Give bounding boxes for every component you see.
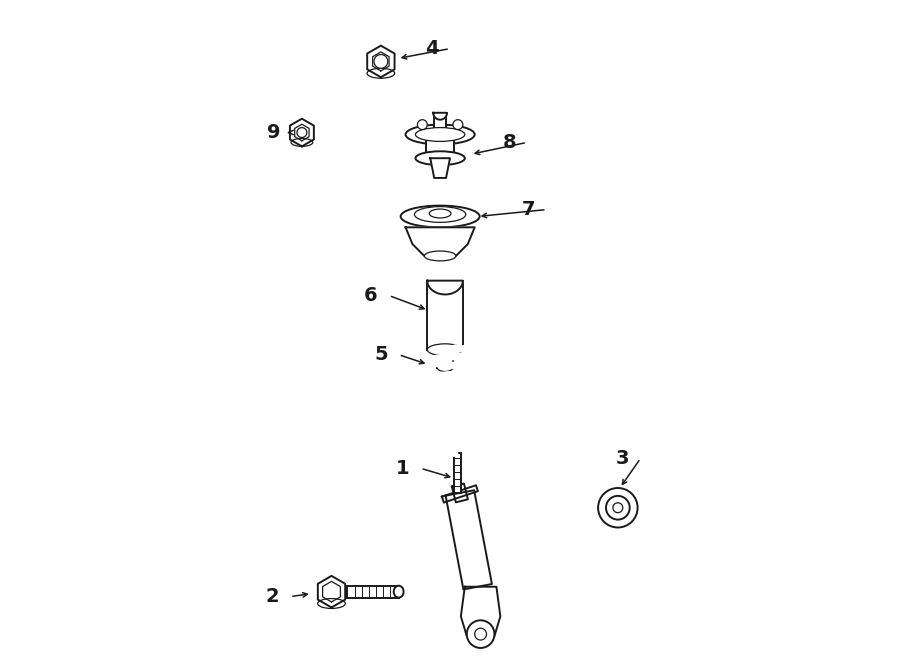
Ellipse shape [416,151,464,165]
Circle shape [598,488,637,527]
Ellipse shape [415,207,466,222]
Ellipse shape [429,209,451,218]
Text: 6: 6 [364,286,378,305]
Polygon shape [430,158,450,178]
Polygon shape [406,227,474,256]
Circle shape [606,496,630,520]
Ellipse shape [318,599,346,609]
Circle shape [418,120,428,130]
Circle shape [453,120,463,130]
Bar [428,281,463,350]
Ellipse shape [400,206,480,227]
Text: 1: 1 [396,459,410,478]
Polygon shape [318,576,346,607]
Ellipse shape [424,251,456,261]
Polygon shape [442,485,478,502]
Bar [437,350,453,368]
Circle shape [613,503,623,513]
Ellipse shape [428,344,463,356]
Ellipse shape [367,68,395,78]
Polygon shape [461,587,500,641]
Text: 3: 3 [616,449,629,468]
Polygon shape [446,490,492,590]
Text: 9: 9 [267,123,281,142]
Polygon shape [290,119,314,146]
Ellipse shape [416,128,464,141]
Ellipse shape [437,364,453,371]
Text: 5: 5 [374,345,388,364]
Text: 7: 7 [522,200,536,219]
Text: 4: 4 [426,39,439,58]
Text: 8: 8 [502,133,516,152]
Polygon shape [428,281,463,294]
Polygon shape [367,46,394,77]
Ellipse shape [393,586,403,598]
Text: 2: 2 [266,587,279,606]
Bar [434,113,446,134]
Circle shape [474,628,487,640]
Polygon shape [433,113,447,120]
Circle shape [374,54,388,68]
Polygon shape [452,483,468,502]
Bar [427,134,454,158]
Ellipse shape [291,138,313,146]
Circle shape [467,620,494,648]
Bar [454,453,462,493]
Bar [347,586,399,598]
Circle shape [297,128,307,137]
Ellipse shape [406,125,474,144]
